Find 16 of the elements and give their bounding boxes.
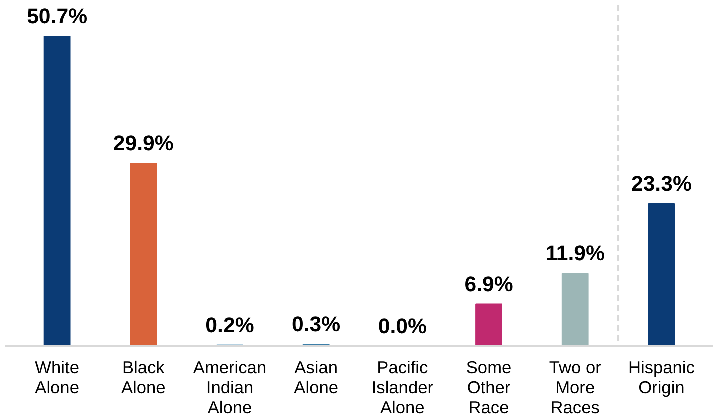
data-label: 11.9% (546, 242, 606, 266)
x-tick-label: Two or More Races (549, 358, 602, 418)
x-tick-label: Some Other Race (466, 358, 512, 418)
data-label: 50.7% (27, 4, 88, 28)
x-tick-label: American Indian Alone (193, 358, 267, 418)
data-label: 29.9% (113, 132, 174, 156)
x-tick-label: White Alone (35, 358, 80, 398)
data-label: 0.2% (206, 313, 254, 338)
x-tick-label: Hispanic Origin (628, 358, 696, 398)
data-label: 0.3% (292, 312, 341, 337)
data-label: 6.9% (464, 272, 514, 296)
x-tick-label: Asian Alone (294, 358, 338, 398)
data-label: 0.0% (378, 314, 428, 338)
x-tick-label: Pacific Islander Alone (372, 358, 434, 418)
data-label: 23.3% (631, 172, 692, 196)
x-tick-label: Black Alone (121, 358, 166, 398)
